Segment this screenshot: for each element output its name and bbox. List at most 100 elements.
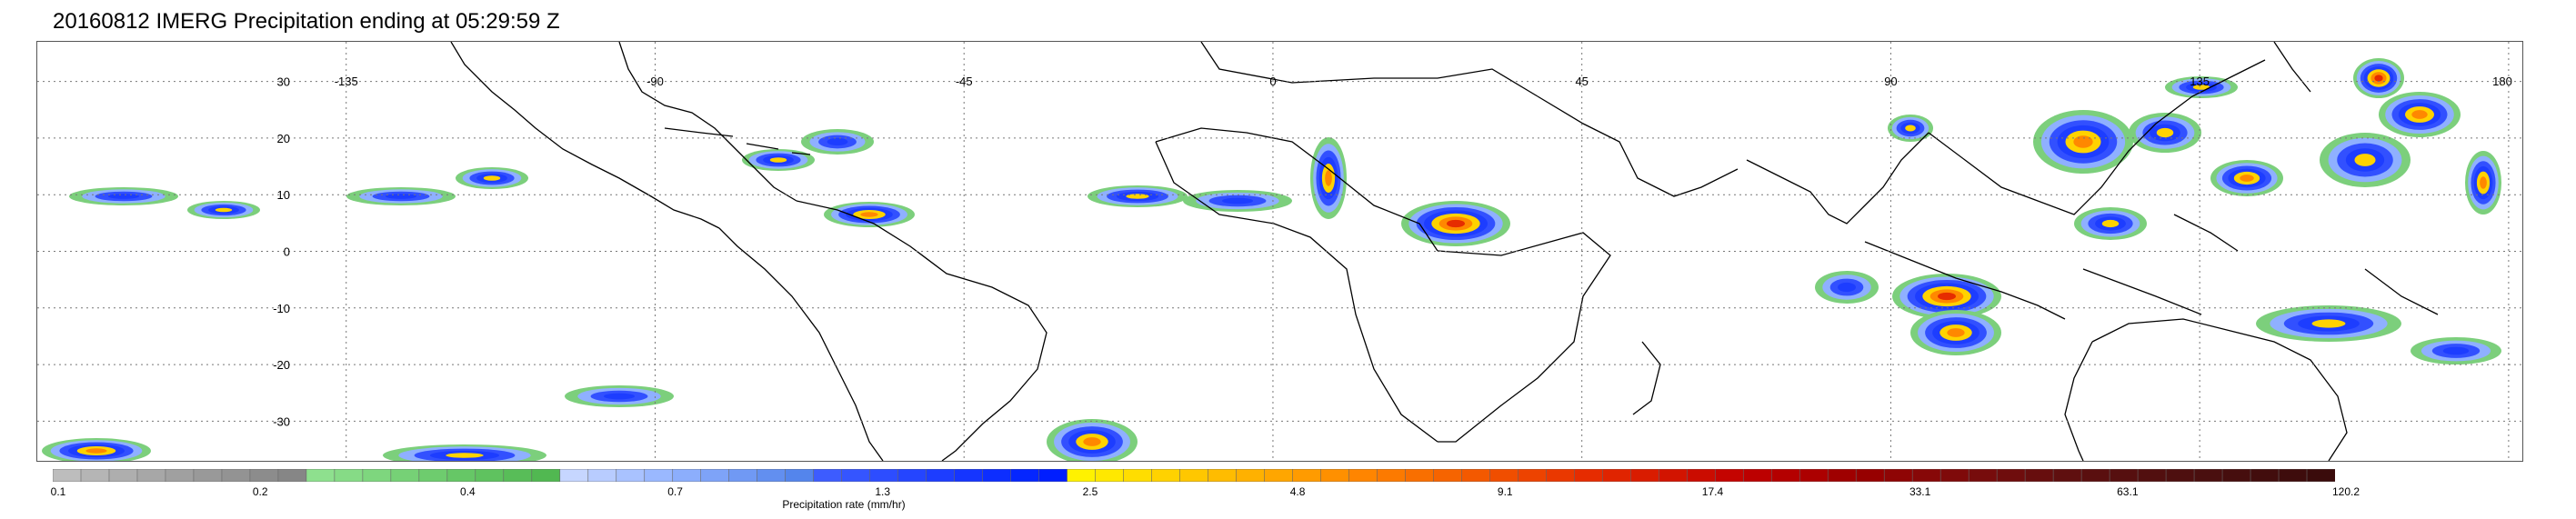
colorbar-swatch — [1292, 469, 1322, 482]
colorbar-swatch — [1208, 469, 1238, 482]
colorbar-swatch — [249, 469, 279, 482]
precip-cell — [2156, 127, 2174, 138]
longitude-label: -135 — [335, 75, 358, 88]
coastline-path — [450, 42, 720, 229]
colorbar-tick-label: 0.7 — [667, 485, 683, 498]
precip-cell — [860, 212, 878, 217]
precip-cell — [2480, 176, 2487, 189]
colorbar-swatch — [1940, 469, 1970, 482]
precip-cell — [446, 453, 484, 458]
colorbar-swatch — [1770, 469, 1801, 482]
colorbar-swatch — [306, 469, 336, 482]
map-canvas: -135 -90 -45 0 45 90 135 180 30 20 10 0 -10 -20 -30 — [37, 42, 2522, 461]
precip-cell — [2101, 219, 2120, 228]
colorbar-swatch — [2250, 469, 2280, 482]
longitude-label: -45 — [956, 75, 973, 88]
colorbar-swatch — [1038, 469, 1068, 482]
colorbar-swatch — [2080, 469, 2110, 482]
colorbar-swatch — [334, 469, 364, 482]
colorbar-swatch — [1264, 469, 1294, 482]
colorbar-swatch — [53, 469, 82, 482]
colorbar-swatch — [869, 469, 899, 482]
precip-cell — [603, 393, 636, 400]
colorbar-swatch — [1911, 469, 1941, 482]
precip-cell — [2411, 110, 2428, 119]
colorbar-swatch — [2306, 469, 2335, 482]
colorbar-swatch — [954, 469, 984, 482]
precip-cell — [2354, 154, 2376, 166]
colorbar-swatch — [531, 469, 561, 482]
colorbar-swatch — [1546, 469, 1576, 482]
colorbar-swatch — [1630, 469, 1660, 482]
colorbar-tick-label: 33.1 — [1909, 485, 1931, 498]
precip-cell — [483, 175, 501, 181]
colorbar-tick-label: 63.1 — [2117, 485, 2139, 498]
precip-cell — [1905, 125, 1916, 132]
coastline-path — [796, 200, 1047, 461]
precip-cell — [1447, 219, 1465, 228]
coastline-path — [1437, 232, 1611, 443]
colorbar-tick-label: 120.2 — [2331, 485, 2360, 498]
colorbar-swatch — [559, 469, 589, 482]
colorbar-swatch — [1348, 469, 1378, 482]
precip-cell — [385, 194, 417, 199]
colorbar-swatch — [418, 469, 448, 482]
precip-cell — [1221, 197, 1254, 205]
colorbar-swatch — [193, 469, 223, 482]
colorbar-swatch — [1377, 469, 1407, 482]
colorbar-swatch — [2278, 469, 2308, 482]
colorbar-swatch — [1968, 469, 1998, 482]
colorbar-swatch — [1714, 469, 1745, 482]
precipitation-map: -135 -90 -45 0 45 90 135 180 30 20 10 0 -10 -20 -30 — [36, 41, 2523, 462]
colorbar-swatch — [1151, 469, 1181, 482]
coastline-path — [1155, 141, 1438, 443]
precip-cell — [2442, 346, 2470, 355]
precip-cell — [85, 448, 107, 454]
colorbar-swatch — [982, 469, 1012, 482]
colorbar-swatch — [841, 469, 871, 482]
colorbar-tick-label: 0.4 — [460, 485, 476, 498]
colorbar-swatch — [672, 469, 702, 482]
colorbar-swatch — [2024, 469, 2054, 482]
colorbar-swatch — [1799, 469, 1829, 482]
colorbar-swatch — [1827, 469, 1858, 482]
colorbar-swatches — [53, 469, 2335, 482]
precipitation-field — [42, 58, 2501, 461]
coastline-path — [618, 42, 797, 202]
coastline-path — [746, 143, 779, 150]
precip-cell — [827, 138, 848, 145]
colorbar-swatch — [277, 469, 307, 482]
precip-cell — [1838, 282, 1856, 293]
colorbar-swatch — [1433, 469, 1463, 482]
colorbar-swatch — [2221, 469, 2251, 482]
colorbar-swatch — [1489, 469, 1519, 482]
colorbar-swatch — [1405, 469, 1435, 482]
colorbar-swatch — [1658, 469, 1689, 482]
latitude-label: 30 — [277, 75, 290, 89]
coastline-path — [2082, 268, 2202, 315]
colorbar-swatch — [2165, 469, 2195, 482]
colorbar-tick-label: 1.3 — [875, 485, 891, 498]
coastline-path — [2091, 318, 2348, 461]
coastline-path — [1200, 42, 1539, 97]
colorbar-swatch — [1236, 469, 1266, 482]
colorbar-swatch — [1123, 469, 1153, 482]
colorbar-swatch — [1010, 469, 1040, 482]
colorbar-title: Precipitation rate (mm/hr) — [782, 498, 906, 511]
precip-cell — [1938, 292, 1956, 301]
graticule-labels: -135 -90 -45 0 45 90 135 180 30 20 10 0 -10 -20 -30 — [273, 75, 2512, 428]
colorbar-swatch — [1602, 469, 1632, 482]
graticule — [37, 42, 2522, 461]
coastline-path — [791, 152, 811, 155]
precip-cell — [1947, 328, 1965, 337]
colorbar-swatch — [587, 469, 617, 482]
map-title: 20160812 IMERG Precipitation ending at 0… — [53, 9, 560, 34]
latitude-label: 10 — [277, 188, 290, 202]
colorbar-swatch — [1574, 469, 1604, 482]
precip-cell — [2311, 319, 2346, 328]
coastline-path — [2364, 268, 2439, 315]
longitude-label: -90 — [647, 75, 664, 88]
colorbar-swatch — [1996, 469, 2026, 482]
colorbar-swatch — [221, 469, 251, 482]
latitude-label: -10 — [273, 302, 290, 315]
